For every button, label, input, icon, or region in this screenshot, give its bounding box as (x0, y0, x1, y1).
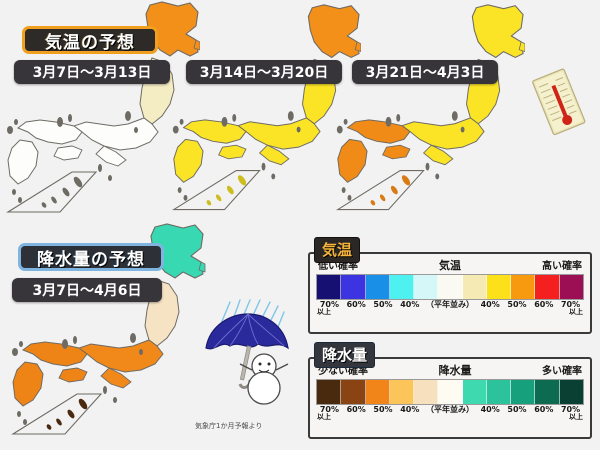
region-west-precip (21, 341, 88, 367)
region-west-week3 (346, 119, 411, 144)
temp-swatch-4 (414, 275, 439, 299)
temperature-scale-labels: 70% 以上 60% 50% 40% （平年並み） 40% (316, 301, 584, 319)
temp-label-5: 40% (480, 300, 500, 309)
region-kyushu-week3 (337, 138, 368, 183)
precip-swatch-10 (559, 380, 583, 404)
temp-swatch-2 (365, 275, 390, 299)
weather-illustration (205, 299, 289, 405)
region-west-week1 (16, 119, 83, 145)
temp-legend-right-label: 高い確率 (542, 261, 582, 272)
temp-legend-left-label: 低い確率 (318, 261, 358, 272)
temp-swatch-1 (341, 275, 366, 299)
small-islands-week3 (336, 111, 465, 201)
precipitation-color-scale (316, 379, 584, 405)
region-kyushu-week2 (173, 138, 204, 183)
region-honshu-week2 (237, 117, 321, 166)
thermometer-icon (532, 68, 586, 136)
okinawa-inset-week1 (6, 171, 98, 213)
small-islands-precip (12, 333, 143, 425)
region-shikoku-week3 (382, 144, 411, 160)
precip-legend-right-label: 多い確率 (542, 366, 582, 377)
temperature-map-week3 (330, 0, 525, 228)
region-kyushu-week1 (7, 139, 39, 185)
temp-swatch-10 (559, 275, 583, 299)
precip-label-6: 50% (507, 405, 527, 414)
precipitation-legend: 降水量 少ない確率 降水量 多い確率 (308, 342, 592, 439)
temp-label-2: 50% (373, 300, 393, 309)
small-islands-week2 (172, 111, 301, 201)
region-shikoku-week2 (218, 144, 247, 160)
temp-legend-center-label: 気温 (439, 259, 461, 272)
region-honshu-week1 (72, 117, 159, 167)
region-honshu-week3 (401, 117, 485, 166)
precipitation-map (0, 222, 210, 450)
temp-swatch-5 (438, 275, 463, 299)
okinawa-inset-precip (11, 393, 103, 435)
umbrella-snowman-illustration (196, 296, 300, 420)
precip-label-1: 60% (346, 405, 366, 414)
region-hokkaido-week3 (471, 4, 525, 59)
temperature-section-title: 気温の予想 (22, 26, 158, 54)
precip-label-8: 70% 以上 (560, 405, 583, 421)
temp-swatch-0 (317, 275, 342, 299)
temp-label-0: 70% 以上 (317, 300, 339, 316)
precip-swatch-8 (511, 380, 536, 404)
precip-swatch-5 (438, 380, 463, 404)
temperature-color-scale (316, 274, 584, 300)
temp-swatch-8 (511, 275, 536, 299)
temp-swatch-3 (389, 275, 415, 299)
date-badge-week2: 3月14日〜3月20日 (186, 60, 342, 84)
precip-label-4: （平年並み） (425, 405, 474, 414)
temp-label-6: 50% (507, 300, 527, 309)
date-badge-precipitation: 3月7日〜4月6日 (12, 278, 162, 302)
precip-label-0: 70% 以上 (317, 405, 339, 421)
small-islands-week1 (7, 111, 138, 203)
region-kyushu-precip (12, 361, 44, 407)
precip-swatch-3 (389, 380, 415, 404)
precip-legend-center-label: 降水量 (438, 364, 472, 377)
temperature-legend: 気温 低い確率 気温 高い確率 70 (308, 237, 592, 334)
source-credit: 気象庁1か月予報より (195, 422, 263, 430)
precip-swatch-4 (414, 380, 439, 404)
precip-swatch-7 (486, 380, 512, 404)
precip-swatch-9 (535, 380, 560, 404)
date-badge-week3: 3月21日〜4月3日 (352, 60, 498, 84)
region-shikoku-week1 (53, 145, 83, 161)
region-west-week2 (182, 119, 247, 144)
precip-label-3: 40% (400, 405, 420, 414)
temp-label-4: （平年並み） (425, 300, 474, 309)
precipitation-legend-badge: 降水量 (314, 342, 376, 368)
temp-label-3: 40% (400, 300, 420, 309)
temperature-legend-header: 低い確率 気温 高い確率 (316, 257, 584, 274)
region-shikoku-precip (58, 367, 88, 383)
precip-swatch-2 (365, 380, 390, 404)
temp-label-8: 70% 以上 (560, 300, 583, 316)
snowman-icon (239, 353, 289, 405)
precip-label-7: 60% (534, 405, 554, 414)
region-honshu-precip (77, 339, 164, 389)
japan-map-week3 (335, 4, 525, 211)
temp-label-1: 60% (346, 300, 366, 309)
precip-label-5: 40% (480, 405, 500, 414)
precipitation-legend-header: 少ない確率 降水量 多い確率 (316, 362, 584, 379)
date-badge-week1: 3月7日〜3月13日 (14, 60, 170, 84)
precip-swatch-1 (341, 380, 366, 404)
okinawa-inset-week3 (335, 170, 425, 211)
temp-swatch-9 (535, 275, 560, 299)
region-hokkaido-week2 (307, 4, 361, 59)
precip-swatch-0 (317, 380, 342, 404)
japan-map-precipitation (11, 223, 206, 435)
precipitation-section-title: 降水量の予想 (18, 243, 164, 271)
precip-swatch-6 (462, 380, 487, 404)
temp-swatch-6 (462, 275, 487, 299)
precip-legend-left-label: 少ない確率 (318, 366, 368, 377)
okinawa-inset-week2 (171, 170, 261, 211)
precipitation-scale-labels: 70% 以上 60% 50% 40% （平年並み） 40% (316, 406, 584, 424)
temperature-legend-badge: 気温 (314, 237, 361, 263)
thermometer-illustration (530, 66, 592, 138)
temp-swatch-7 (486, 275, 512, 299)
precip-label-2: 50% (373, 405, 393, 414)
temp-label-7: 60% (534, 300, 554, 309)
